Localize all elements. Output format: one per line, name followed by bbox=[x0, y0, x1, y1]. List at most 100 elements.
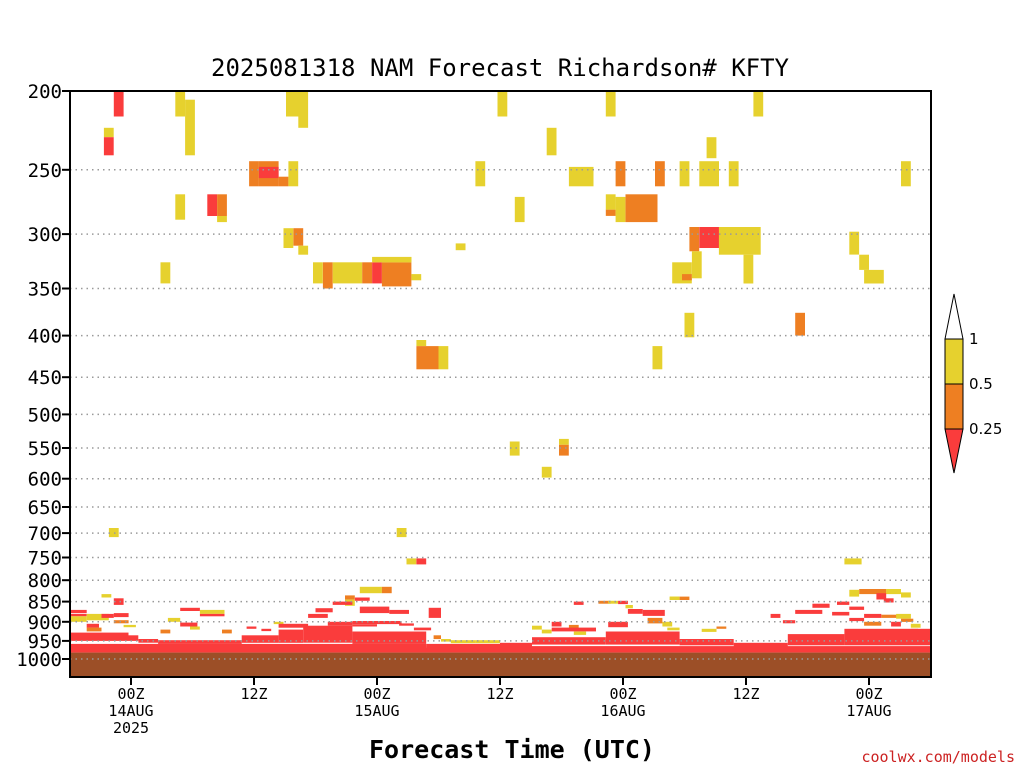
heatmap-cell bbox=[217, 194, 227, 216]
heatmap-cell bbox=[433, 635, 441, 640]
y-tick-label: 300 bbox=[28, 224, 62, 246]
y-tick-label: 800 bbox=[28, 570, 62, 592]
heatmap-cell bbox=[812, 603, 830, 608]
heatmap-cell bbox=[278, 629, 304, 643]
heatmap-cell bbox=[627, 609, 643, 614]
heatmap-cell bbox=[782, 620, 796, 624]
heatmap-cell bbox=[322, 262, 333, 289]
heatmap-cell bbox=[288, 161, 299, 187]
heatmap-cell bbox=[190, 626, 200, 630]
heatmap-cell bbox=[372, 256, 412, 263]
heatmap-cell bbox=[881, 614, 899, 618]
heatmap-cell bbox=[428, 607, 441, 618]
heatmap-cell bbox=[175, 194, 186, 220]
heatmap-cell bbox=[625, 194, 658, 223]
heatmap-cell bbox=[691, 251, 702, 279]
heatmap-cell bbox=[844, 628, 931, 646]
colorbar-label-1: 1 bbox=[969, 330, 979, 348]
heatmap-cell bbox=[568, 624, 579, 628]
colorbar-over-triangle bbox=[944, 293, 964, 340]
heatmap-cell bbox=[901, 592, 911, 598]
heatmap-cell bbox=[327, 621, 353, 626]
x-axis-title: Forecast Time (UTC) bbox=[369, 735, 655, 764]
heatmap-cell bbox=[699, 227, 719, 248]
heatmap-cell bbox=[679, 161, 690, 187]
heatmap-cell bbox=[689, 227, 700, 252]
heatmap-cell bbox=[733, 642, 788, 647]
heatmap-cell bbox=[849, 589, 860, 597]
heatmap-cell bbox=[180, 622, 198, 627]
heatmap-cell bbox=[662, 621, 673, 627]
heatmap-cell bbox=[389, 609, 409, 614]
heatmap-cell bbox=[113, 613, 129, 618]
heatmap-cell bbox=[108, 528, 119, 538]
x-tick-label: 2025 bbox=[113, 719, 149, 737]
heatmap-cell bbox=[352, 624, 377, 627]
heatmap-cell bbox=[608, 621, 628, 628]
heatmap-cell bbox=[86, 623, 99, 628]
y-tick-label: 250 bbox=[28, 160, 62, 182]
heatmap-cell bbox=[716, 626, 727, 629]
y-tick-label: 650 bbox=[28, 497, 62, 519]
x-tick-label: 00Z bbox=[609, 685, 636, 703]
heatmap-cell bbox=[541, 466, 552, 478]
heatmap-cell bbox=[413, 627, 432, 631]
heatmap-cell bbox=[315, 608, 333, 613]
y-tick-label: 200 bbox=[28, 81, 62, 103]
heatmap-cell bbox=[844, 558, 862, 565]
heatmap-cell bbox=[910, 623, 921, 628]
heatmap-cell bbox=[667, 627, 680, 631]
x-tick-label: 17AUG bbox=[846, 702, 891, 720]
heatmap-cell bbox=[303, 625, 353, 643]
heatmap-cell bbox=[559, 438, 569, 445]
heatmap-cell bbox=[70, 609, 87, 614]
y-tick-label: 700 bbox=[28, 523, 62, 545]
heatmap-cell bbox=[273, 621, 284, 625]
heatmap-cell bbox=[787, 634, 845, 646]
x-tick-label: 00Z bbox=[117, 685, 144, 703]
heatmap-cell bbox=[672, 262, 682, 284]
heatmap-cell bbox=[396, 528, 407, 538]
colorbar-bin-high bbox=[944, 338, 964, 385]
heatmap-cell bbox=[70, 632, 129, 641]
heatmap-cell bbox=[381, 262, 412, 287]
heatmap-cell bbox=[199, 613, 225, 617]
heatmap-cell bbox=[113, 598, 124, 605]
heatmap-cell bbox=[669, 596, 680, 600]
colorbar-label-0-25: 0.25 bbox=[969, 420, 1002, 438]
colorbar: 1 0.5 0.25 bbox=[944, 293, 1002, 474]
x-tick-label: 12Z bbox=[240, 685, 267, 703]
heatmap-cell bbox=[605, 631, 680, 645]
heatmap-cell bbox=[849, 231, 860, 255]
y-tick-label: 450 bbox=[28, 367, 62, 389]
heatmap-cell bbox=[293, 228, 304, 246]
plot-frame bbox=[69, 90, 932, 678]
heatmap-cell bbox=[123, 624, 136, 628]
heatmap-cell bbox=[615, 161, 626, 187]
heatmap-cell bbox=[896, 613, 911, 619]
y-tick-label: 600 bbox=[28, 469, 62, 491]
heatmap-cell bbox=[160, 629, 171, 634]
heatmap-cell bbox=[426, 643, 500, 647]
heatmap-cell bbox=[359, 606, 390, 614]
heatmap-cell bbox=[551, 627, 596, 632]
heatmap-cell bbox=[86, 627, 102, 632]
heatmap-cell bbox=[352, 621, 402, 625]
heatmap-cell bbox=[701, 628, 717, 632]
heatmap-cell bbox=[706, 137, 717, 159]
heatmap-cell bbox=[70, 613, 87, 617]
heatmap-cell bbox=[864, 621, 882, 626]
heatmap-cell bbox=[246, 626, 257, 629]
heatmap-cell bbox=[70, 616, 87, 622]
heatmap-cell bbox=[362, 262, 372, 284]
y-tick-label: 750 bbox=[28, 548, 62, 570]
heatmap-cell bbox=[332, 262, 363, 284]
ground-fill bbox=[70, 652, 931, 677]
heatmap-cell bbox=[450, 640, 476, 644]
heatmap-cell bbox=[883, 598, 894, 603]
heatmap-cell bbox=[70, 647, 931, 653]
heatmap-cell bbox=[795, 312, 805, 336]
heatmap-cell bbox=[167, 617, 181, 622]
heatmap-cell bbox=[101, 594, 112, 598]
